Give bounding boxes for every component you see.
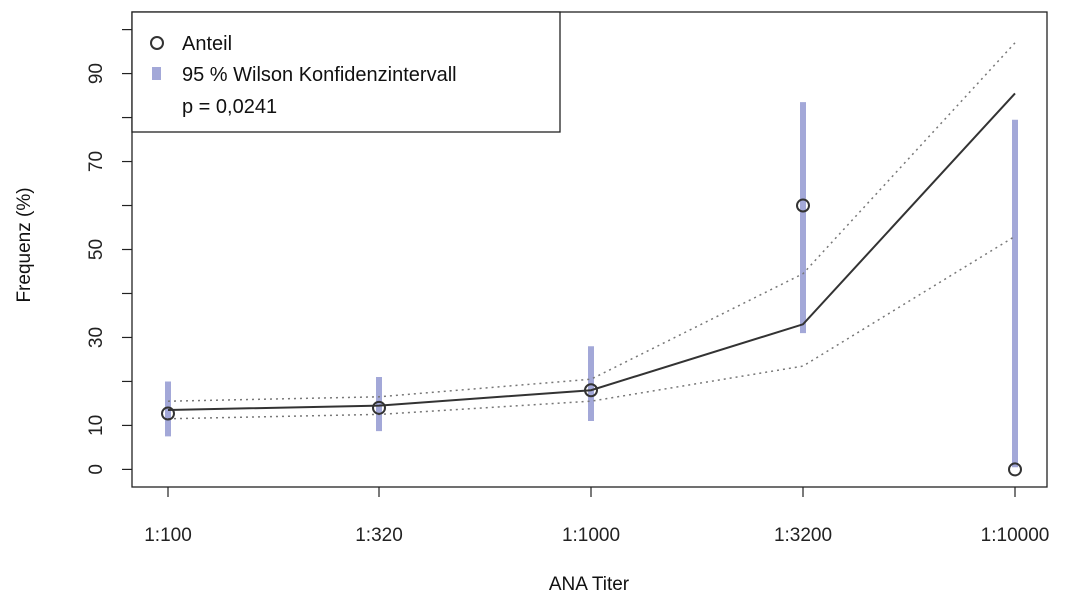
data-point-0 [161,406,175,421]
data-point-2 [584,383,598,398]
legend-label-anteil: Anteil [182,33,232,55]
y-tick-label-0: 0 [86,464,107,475]
y-axis-title: Frequenz (%) [14,187,35,302]
legend: Anteil 95 % Wilson Konfidenzintervall p … [131,11,561,133]
fit-lower-line [167,235,1016,420]
x-tick-label-4: 1:10000 [981,525,1050,546]
y-tick-label-50: 50 [86,239,107,260]
x-tick-label-3: 1:3200 [774,525,832,546]
data-point-1 [372,400,386,415]
legend-interval-icon [152,67,161,80]
y-tick-label-30: 30 [86,327,107,348]
y-tick-label-10: 10 [86,415,107,436]
legend-box [131,11,561,133]
legend-label-interval: 95 % Wilson Konfidenzintervall [182,64,457,86]
data-points [161,198,1022,477]
y-axis: 0 10 30 50 70 90 [86,28,132,475]
x-axis: 1:100 1:320 1:1000 1:3200 1:10000 [144,487,1049,546]
fit-line [167,92,1016,411]
x-tick-label-0: 1:100 [144,525,192,546]
y-tick-label-70: 70 [86,151,107,172]
x-axis-title: ANA Titer [549,574,630,595]
fit-line-group [167,92,1016,411]
legend-annotation-pvalue: p = 0,0241 [182,96,277,118]
fit-band-lines [167,42,1016,420]
x-tick-label-2: 1:1000 [562,525,620,546]
y-tick-label-90: 90 [86,63,107,84]
legend-point-icon [150,36,164,50]
confidence-intervals [165,102,1018,468]
data-point-3 [796,198,810,213]
data-point-4 [1008,462,1022,477]
x-tick-label-1: 1:320 [355,525,403,546]
